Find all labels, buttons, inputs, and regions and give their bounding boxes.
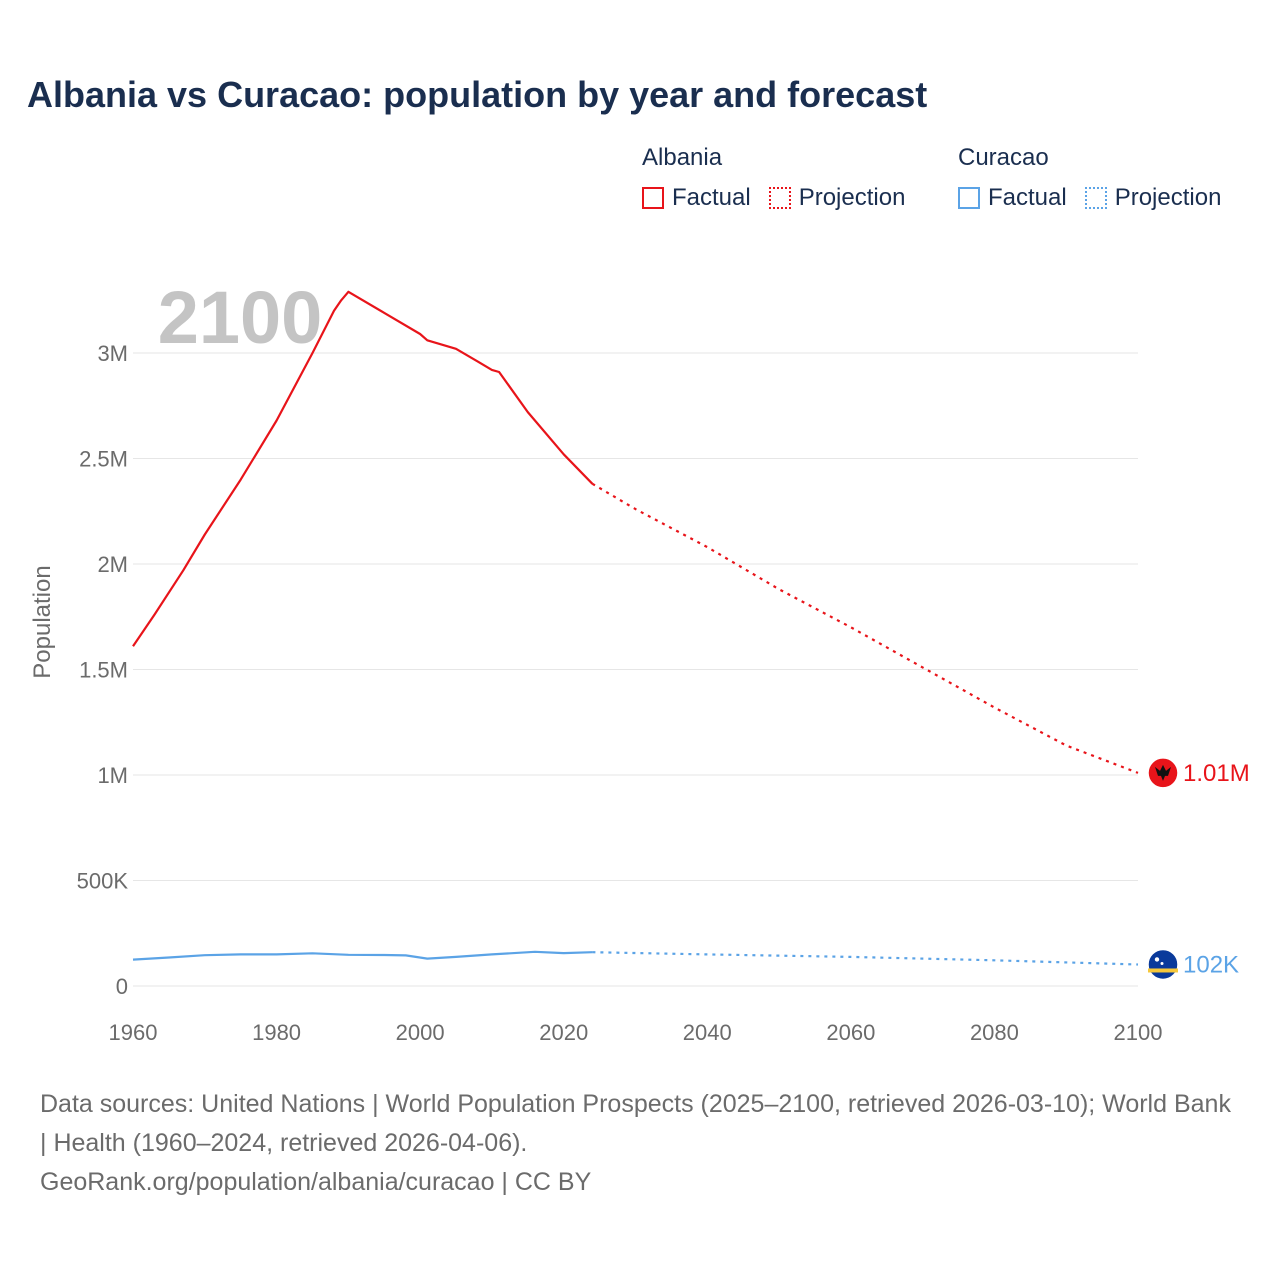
- x-tick-label: 2040: [683, 1020, 732, 1045]
- flag-stripe: [1148, 968, 1178, 973]
- series-lines: [132, 290, 1139, 966]
- legend-factual-swatch-albania: [642, 187, 664, 209]
- legend-projection-swatch-curacao: [1084, 187, 1107, 209]
- factual-line-albania: [132, 290, 594, 647]
- x-tick-label: 2100: [1114, 1020, 1163, 1045]
- chart-title: Albania vs Curacao: population by year a…: [27, 74, 928, 115]
- flag-marker-curacao: [1147, 948, 1179, 981]
- star-icon: [1160, 961, 1164, 965]
- grid-lines: [133, 352, 1138, 987]
- end-value-label-curacao: 102K: [1183, 951, 1239, 978]
- legend-projection-label: Projection: [798, 184, 906, 211]
- legend-factual-label: Factual: [672, 184, 751, 211]
- legend-group-name: Curacao: [958, 144, 1049, 171]
- population-chart: 0 500K 1M 1.5M 2M 2.5M 3M 1960 1980 2000 2020 2040…: [29, 276, 1250, 1045]
- x-tick-label: 2000: [396, 1020, 445, 1045]
- x-tick-label: 2080: [970, 1020, 1019, 1045]
- credit-link[interactable]: GeoRank.org/population/albania/curacao |…: [40, 1168, 592, 1196]
- x-axis: 1960 1980 2000 2020 2040 2060 2080 2100: [109, 1020, 1163, 1045]
- x-tick-label: 2020: [539, 1020, 588, 1045]
- year-watermark: 2100: [158, 276, 323, 359]
- data-sources: Data sources: United Nations | World Pop…: [40, 1090, 1231, 1157]
- y-tick-label: 0: [116, 974, 128, 999]
- y-tick-label: 2.5M: [79, 447, 128, 472]
- factual-line-curacao: [132, 950, 593, 961]
- flag-marker-albania: [1147, 757, 1179, 789]
- x-tick-label: 2060: [826, 1020, 875, 1045]
- legend-group-name: Albania: [642, 144, 723, 171]
- y-tick-label: 3M: [97, 341, 128, 366]
- projection-line-curacao: [592, 951, 1139, 966]
- x-tick-label: 1960: [109, 1020, 158, 1045]
- y-tick-label: 2M: [97, 552, 128, 577]
- legend-factual-swatch-curacao: [958, 187, 980, 209]
- x-tick-label: 1980: [252, 1020, 301, 1045]
- y-tick-label: 1M: [97, 763, 128, 788]
- end-markers: 1.01M 102K: [1147, 757, 1250, 981]
- y-tick-label: 500K: [77, 869, 129, 894]
- y-axis: 0 500K 1M 1.5M 2M 2.5M 3M: [77, 341, 129, 999]
- star-icon: [1154, 957, 1160, 962]
- y-axis-label: Population: [29, 565, 56, 678]
- y-tick-label: 1.5M: [79, 658, 128, 683]
- legend-projection-swatch-albania: [768, 187, 791, 209]
- eagle-icon: [1155, 764, 1171, 781]
- end-value-label-albania: 1.01M: [1183, 760, 1250, 787]
- projection-line-albania: [591, 482, 1139, 774]
- footer: Data sources: United Nations | World Pop…: [40, 1085, 1240, 1202]
- legend-projection-label: Projection: [1114, 184, 1222, 211]
- legend-group-albania: Albania Factual Projection: [642, 144, 923, 212]
- legend-group-curacao: Curacao Factual Projection: [958, 144, 1221, 212]
- legend-factual-label: Factual: [988, 184, 1067, 211]
